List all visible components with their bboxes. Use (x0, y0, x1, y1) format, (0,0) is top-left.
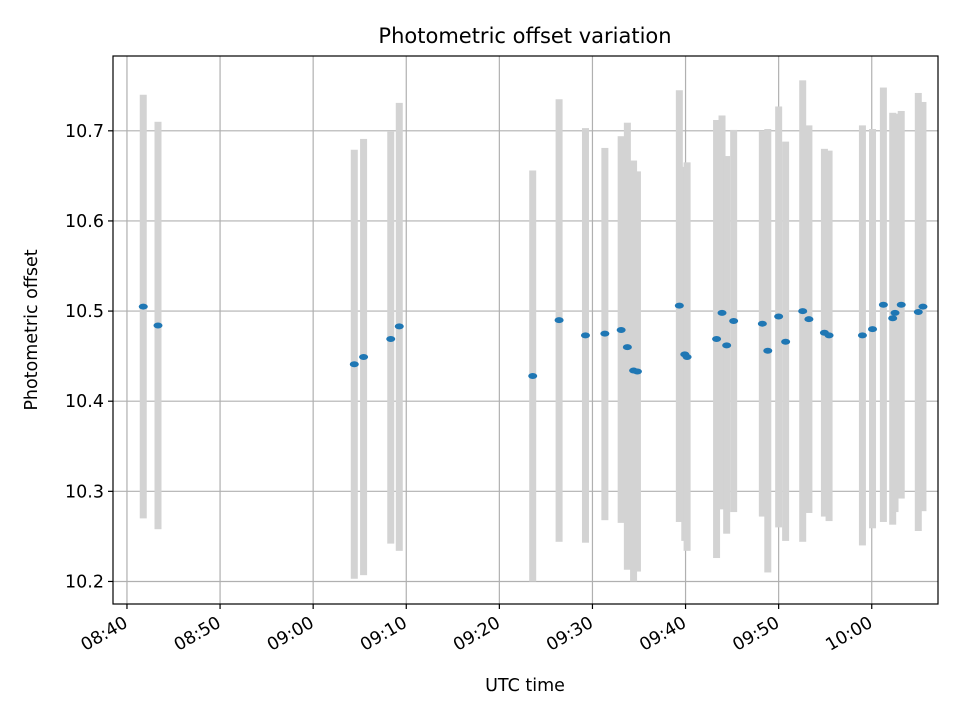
data-point (153, 322, 163, 329)
data-point (580, 332, 590, 339)
data-point (386, 336, 396, 343)
data-point (682, 354, 692, 361)
y-tick-label: 10.5 (65, 302, 104, 322)
data-point (913, 308, 923, 315)
y-tick-label: 10.3 (65, 482, 104, 502)
data-point (632, 368, 642, 375)
chart-title: Photometric offset variation (378, 24, 671, 48)
data-point (554, 317, 564, 324)
data-point (798, 308, 808, 315)
x-axis-label: UTC time (485, 676, 565, 696)
y-tick-label: 10.4 (65, 392, 104, 412)
data-point (717, 309, 727, 316)
data-point (729, 317, 739, 324)
data-point (528, 372, 538, 379)
data-point (616, 327, 626, 333)
y-tick-label: 10.7 (65, 122, 104, 142)
data-point (722, 342, 732, 349)
data-point (359, 354, 369, 361)
data-point (674, 302, 684, 309)
data-point (763, 347, 773, 354)
data-points (138, 301, 928, 379)
data-point (774, 313, 784, 320)
data-point (878, 301, 888, 308)
data-point (622, 344, 632, 351)
data-point (781, 338, 791, 345)
data-point (138, 303, 148, 310)
y-axis-label: Photometric offset (22, 249, 42, 410)
data-point (918, 303, 928, 310)
data-point (890, 309, 900, 316)
data-point (712, 336, 722, 343)
y-tick-label: 10.2 (65, 572, 104, 592)
data-point (868, 326, 878, 333)
data-point (757, 320, 767, 327)
data-point (888, 315, 898, 322)
y-tick-label: 10.6 (65, 212, 104, 232)
data-point (857, 332, 867, 339)
data-point (804, 316, 814, 323)
data-point (349, 361, 359, 368)
data-point (394, 323, 404, 330)
data-point (896, 301, 906, 308)
data-point (824, 332, 834, 339)
plot-frame (112, 55, 939, 605)
data-point (600, 330, 610, 337)
y-axis-ticks: 10.2 10.3 10.4 10.5 10.6 10.7 (65, 122, 113, 592)
